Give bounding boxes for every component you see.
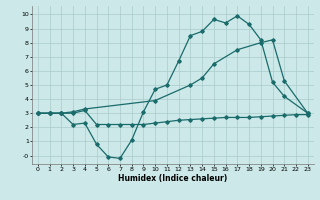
X-axis label: Humidex (Indice chaleur): Humidex (Indice chaleur) xyxy=(118,174,228,183)
